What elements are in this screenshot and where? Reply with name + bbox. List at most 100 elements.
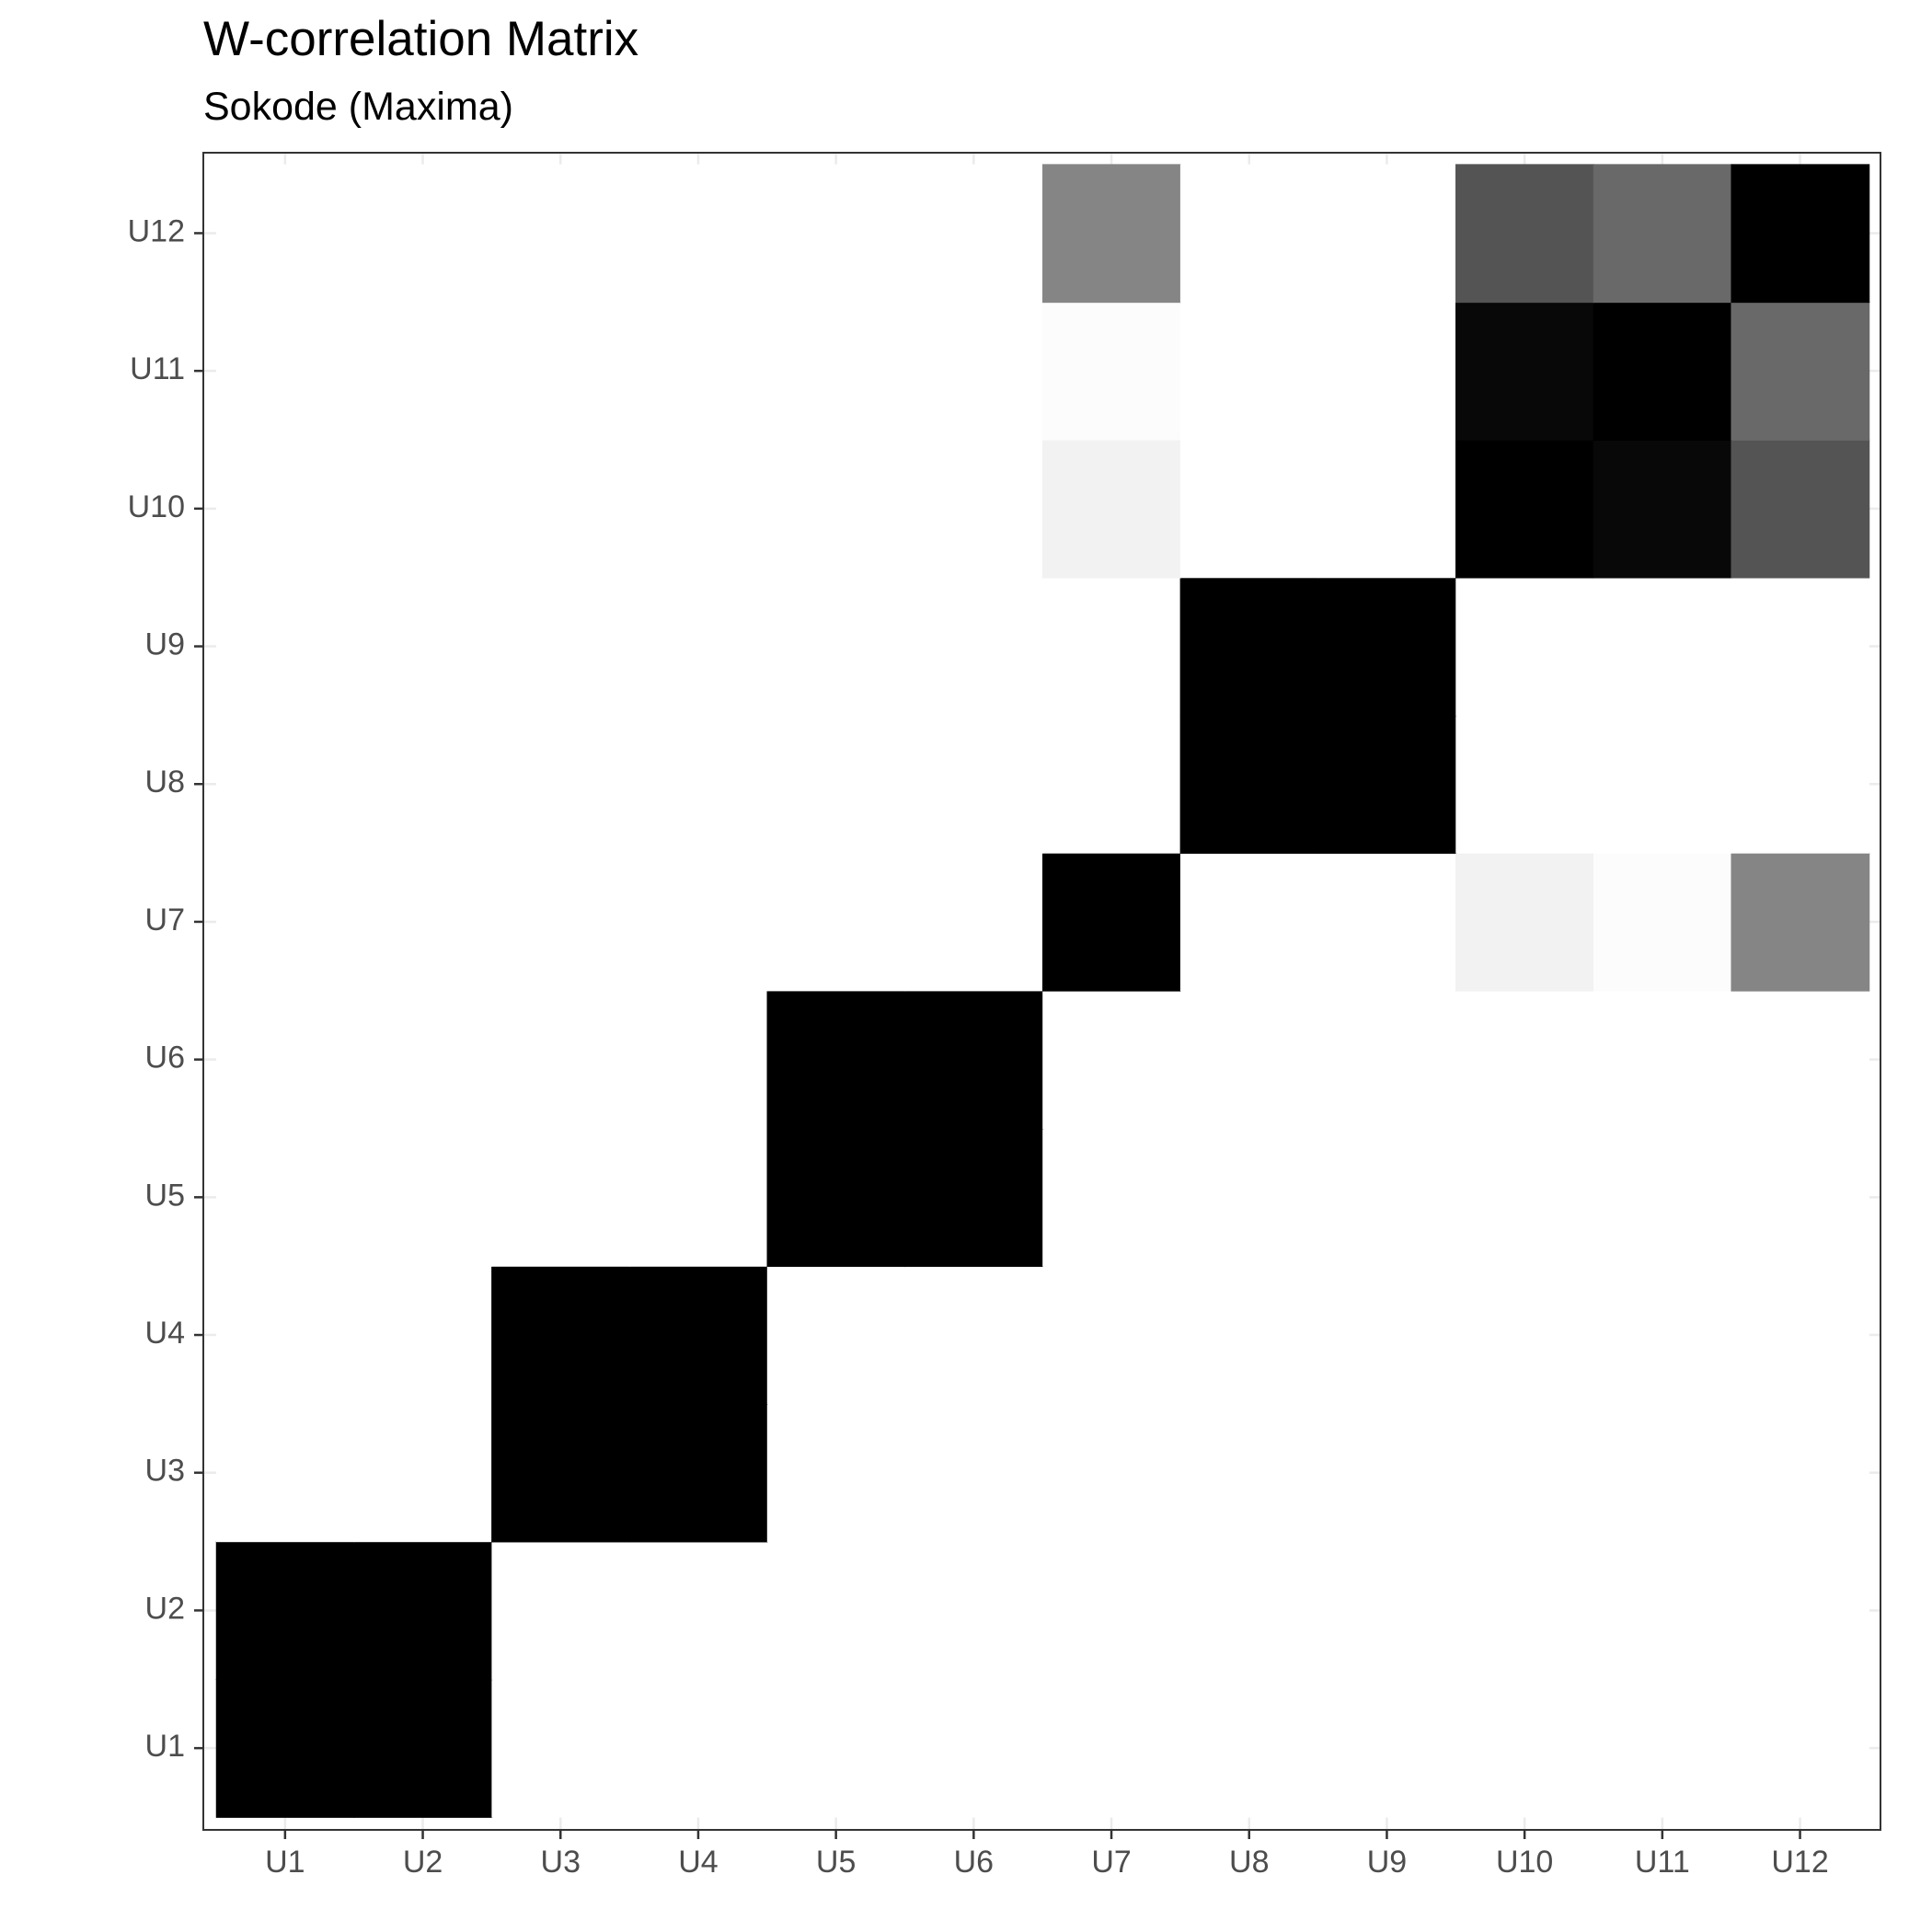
x-tick-label-U8: U8 bbox=[1229, 1845, 1269, 1880]
cell-U12-U12 bbox=[1731, 164, 1870, 304]
y-tick-label-U8: U8 bbox=[145, 765, 185, 799]
cell-U4-U11 bbox=[629, 302, 768, 441]
cell-U1-U6 bbox=[216, 990, 355, 1130]
y-tick-label-U5: U5 bbox=[145, 1178, 185, 1213]
cell-U6-U8 bbox=[904, 715, 1043, 854]
cell-U7-U10 bbox=[1041, 439, 1181, 579]
cell-U11-U11 bbox=[1593, 302, 1732, 441]
y-tick-label-U1: U1 bbox=[145, 1729, 185, 1764]
cell-U4-U9 bbox=[629, 577, 768, 716]
cell-U5-U1 bbox=[766, 1679, 906, 1818]
x-tick-label-U6: U6 bbox=[954, 1845, 994, 1880]
cell-U4-U12 bbox=[629, 164, 768, 303]
x-tick-label-U9: U9 bbox=[1367, 1845, 1407, 1880]
cell-U5-U3 bbox=[766, 1403, 906, 1543]
y-tick-label-U10: U10 bbox=[128, 489, 185, 524]
cell-U10-U5 bbox=[1455, 1128, 1594, 1267]
cell-U12-U3 bbox=[1731, 1403, 1869, 1543]
cell-U10-U7 bbox=[1455, 852, 1594, 992]
cell-U3-U10 bbox=[491, 440, 630, 579]
cell-U7-U7 bbox=[1041, 852, 1181, 992]
cell-U5-U2 bbox=[766, 1541, 906, 1680]
x-tick-label-U11: U11 bbox=[1635, 1845, 1690, 1880]
cell-U5-U12 bbox=[766, 164, 906, 303]
cell-U4-U3 bbox=[628, 1403, 768, 1543]
cell-U10-U10 bbox=[1455, 439, 1594, 579]
cell-U8-U1 bbox=[1179, 1679, 1319, 1818]
cell-U2-U7 bbox=[353, 853, 492, 992]
cell-U9-U1 bbox=[1317, 1679, 1456, 1818]
cell-U4-U8 bbox=[629, 715, 768, 854]
cell-U8-U2 bbox=[1179, 1541, 1319, 1680]
x-tick-label-U3: U3 bbox=[541, 1845, 581, 1880]
y-axis: U1 U2 U3 U4 U5 U6 U7 U8 U9 U10 U11 U12 bbox=[128, 213, 203, 1764]
cell-U1-U5 bbox=[216, 1128, 355, 1267]
cell-U3-U4 bbox=[491, 1265, 630, 1405]
cell-U6-U1 bbox=[904, 1679, 1043, 1818]
cell-U4-U6 bbox=[629, 990, 768, 1130]
cell-U10-U2 bbox=[1455, 1541, 1594, 1680]
x-tick-label-U1: U1 bbox=[265, 1845, 305, 1880]
y-tick-label-U2: U2 bbox=[145, 1591, 185, 1626]
x-tick-label-U5: U5 bbox=[816, 1845, 856, 1880]
cell-U9-U2 bbox=[1317, 1541, 1456, 1680]
cell-U8-U4 bbox=[1179, 1266, 1319, 1405]
cell-U9-U5 bbox=[1317, 1128, 1456, 1267]
cell-U4-U5 bbox=[629, 1128, 768, 1267]
cell-U10-U6 bbox=[1455, 990, 1594, 1130]
cell-U6-U6 bbox=[904, 990, 1044, 1130]
plot-panel-border bbox=[202, 152, 1881, 1831]
y-tick-label-U9: U9 bbox=[145, 627, 185, 662]
cell-U6-U12 bbox=[904, 164, 1043, 303]
cell-U10-U9 bbox=[1455, 577, 1594, 716]
cell-U2-U10 bbox=[353, 440, 492, 579]
cell-U8-U8 bbox=[1179, 715, 1319, 854]
cell-U7-U3 bbox=[1042, 1403, 1181, 1543]
cell-U3-U5 bbox=[491, 1128, 630, 1267]
cell-U3-U7 bbox=[491, 853, 630, 992]
cell-U9-U10 bbox=[1317, 440, 1456, 579]
cell-U10-U11 bbox=[1455, 302, 1594, 441]
cell-U1-U12 bbox=[216, 164, 355, 303]
cell-U12-U1 bbox=[1731, 1679, 1869, 1818]
cell-U1-U8 bbox=[216, 715, 355, 854]
cell-U9-U8 bbox=[1317, 715, 1457, 854]
cell-U4-U7 bbox=[629, 853, 768, 992]
cell-U2-U9 bbox=[353, 577, 492, 716]
cell-U10-U3 bbox=[1455, 1403, 1594, 1543]
cell-U7-U6 bbox=[1042, 990, 1181, 1130]
x-tick-label-U10: U10 bbox=[1496, 1845, 1553, 1880]
cell-U8-U6 bbox=[1179, 990, 1319, 1130]
cell-U1-U3 bbox=[216, 1403, 355, 1543]
cell-U6-U11 bbox=[904, 302, 1043, 441]
cell-U9-U6 bbox=[1317, 990, 1456, 1130]
cell-U12-U7 bbox=[1731, 852, 1870, 992]
cell-U11-U10 bbox=[1593, 439, 1732, 579]
cell-U12-U5 bbox=[1731, 1128, 1869, 1267]
cell-U8-U12 bbox=[1179, 164, 1319, 303]
cell-U1-U10 bbox=[216, 440, 355, 579]
cell-U5-U4 bbox=[766, 1266, 906, 1405]
x-tick-label-U2: U2 bbox=[403, 1845, 443, 1880]
cell-U12-U9 bbox=[1731, 577, 1869, 716]
cell-U7-U1 bbox=[1042, 1679, 1181, 1818]
cell-U7-U4 bbox=[1042, 1266, 1181, 1405]
cell-U9-U12 bbox=[1317, 164, 1456, 303]
cell-U5-U6 bbox=[766, 990, 906, 1130]
cell-U2-U3 bbox=[353, 1403, 492, 1543]
cell-U11-U8 bbox=[1593, 715, 1732, 854]
cell-U5-U5 bbox=[766, 1128, 906, 1268]
cell-U7-U9 bbox=[1042, 577, 1181, 716]
cell-U12-U6 bbox=[1731, 990, 1869, 1130]
cell-U3-U3 bbox=[491, 1403, 630, 1543]
cell-U3-U6 bbox=[491, 990, 630, 1130]
cell-U9-U3 bbox=[1317, 1403, 1456, 1543]
cell-U2-U5 bbox=[353, 1128, 492, 1267]
cell-U12-U4 bbox=[1731, 1266, 1869, 1405]
y-tick-label-U11: U11 bbox=[130, 351, 185, 386]
cell-U11-U7 bbox=[1593, 853, 1732, 992]
cell-U6-U9 bbox=[904, 577, 1043, 716]
cell-U12-U11 bbox=[1731, 302, 1870, 441]
cell-U11-U3 bbox=[1593, 1403, 1732, 1543]
